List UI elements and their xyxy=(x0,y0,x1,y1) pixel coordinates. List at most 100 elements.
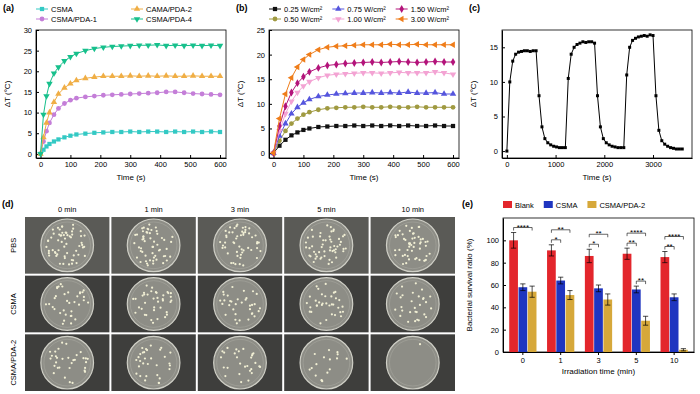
tick-mark xyxy=(503,263,506,264)
marker xyxy=(101,130,105,134)
marker xyxy=(163,72,169,78)
colony xyxy=(318,301,320,303)
marker xyxy=(423,71,429,77)
legend-marker xyxy=(134,17,140,23)
bar xyxy=(585,256,594,352)
tick-label: 100 xyxy=(65,160,78,169)
colony xyxy=(423,313,425,315)
tick-mark xyxy=(503,330,506,331)
marker xyxy=(68,98,73,103)
marker xyxy=(316,64,321,72)
tick: 0 xyxy=(505,155,509,169)
tick: 25 xyxy=(24,47,39,56)
marker xyxy=(352,105,357,110)
colony xyxy=(148,223,150,225)
colony xyxy=(334,251,336,253)
colony xyxy=(313,251,315,253)
colony xyxy=(337,307,339,309)
colony xyxy=(55,361,57,363)
colony xyxy=(63,320,65,322)
marker xyxy=(306,96,312,102)
tick-label: 5 xyxy=(261,124,265,133)
tick-label: 0 xyxy=(272,160,276,169)
colony xyxy=(145,375,147,377)
error-bar xyxy=(624,248,629,259)
marker xyxy=(593,42,596,45)
colony xyxy=(156,297,158,299)
tick-label: 0 xyxy=(261,149,265,158)
legend-marker xyxy=(398,16,404,22)
colony xyxy=(234,313,236,315)
colony xyxy=(244,366,246,368)
series-line xyxy=(40,132,220,154)
marker xyxy=(406,105,411,110)
colony xyxy=(61,226,63,228)
tick: 400 xyxy=(154,155,167,169)
colony xyxy=(171,236,173,238)
colony xyxy=(65,243,67,245)
tick: 0 xyxy=(272,155,276,169)
colony xyxy=(63,293,65,295)
marker xyxy=(172,43,178,49)
colony xyxy=(238,245,240,247)
colony xyxy=(253,315,255,317)
colony xyxy=(339,311,341,313)
marker xyxy=(288,100,294,106)
tick: 500 xyxy=(417,155,430,169)
tick: 10 xyxy=(24,108,39,117)
colony xyxy=(53,233,55,235)
colony xyxy=(234,352,236,354)
y-axis-title: ΔT (°C) xyxy=(3,80,12,107)
tick-mark xyxy=(269,30,272,31)
colony xyxy=(321,293,323,295)
colony xyxy=(85,357,87,359)
bar xyxy=(670,297,679,352)
marker xyxy=(316,125,320,129)
tick-mark xyxy=(363,155,364,158)
tick-label: 10 xyxy=(257,100,265,109)
legend-label: 3.00 W/cm² xyxy=(411,15,450,24)
photo-background xyxy=(371,217,455,274)
tick-mark xyxy=(269,128,272,129)
colony xyxy=(228,304,230,306)
colony xyxy=(234,319,236,321)
colony xyxy=(54,297,56,299)
colony xyxy=(219,299,221,301)
colony xyxy=(170,299,172,301)
colony xyxy=(238,373,240,375)
column-label: 10 min xyxy=(402,205,425,214)
colony xyxy=(247,247,249,249)
colony xyxy=(326,224,328,226)
tick-label: 2000 xyxy=(596,160,613,169)
tick-label: 5 xyxy=(28,129,32,138)
colony xyxy=(223,366,225,368)
panel-label: (c) xyxy=(469,3,480,13)
colony xyxy=(135,359,137,361)
tick: 400 xyxy=(387,155,400,169)
colony xyxy=(60,234,62,236)
error-bar xyxy=(549,245,554,256)
colony xyxy=(87,358,89,360)
marker xyxy=(666,145,669,148)
colony xyxy=(231,286,233,288)
colony xyxy=(323,255,325,257)
tick-label: 100 xyxy=(486,236,499,245)
colony xyxy=(305,246,307,248)
colony xyxy=(145,260,147,262)
marker xyxy=(182,90,187,95)
colony xyxy=(412,292,414,294)
marker xyxy=(295,130,299,134)
colony xyxy=(399,230,401,232)
colony xyxy=(138,365,140,367)
marker xyxy=(442,58,447,66)
dish-plate xyxy=(127,336,180,389)
tick-label: 500 xyxy=(417,160,430,169)
marker xyxy=(511,60,514,63)
colony xyxy=(227,252,229,254)
colony xyxy=(256,247,258,249)
marker xyxy=(370,58,375,66)
marker xyxy=(301,73,306,81)
colony xyxy=(414,320,416,322)
marker xyxy=(450,72,456,78)
colony xyxy=(51,355,53,357)
